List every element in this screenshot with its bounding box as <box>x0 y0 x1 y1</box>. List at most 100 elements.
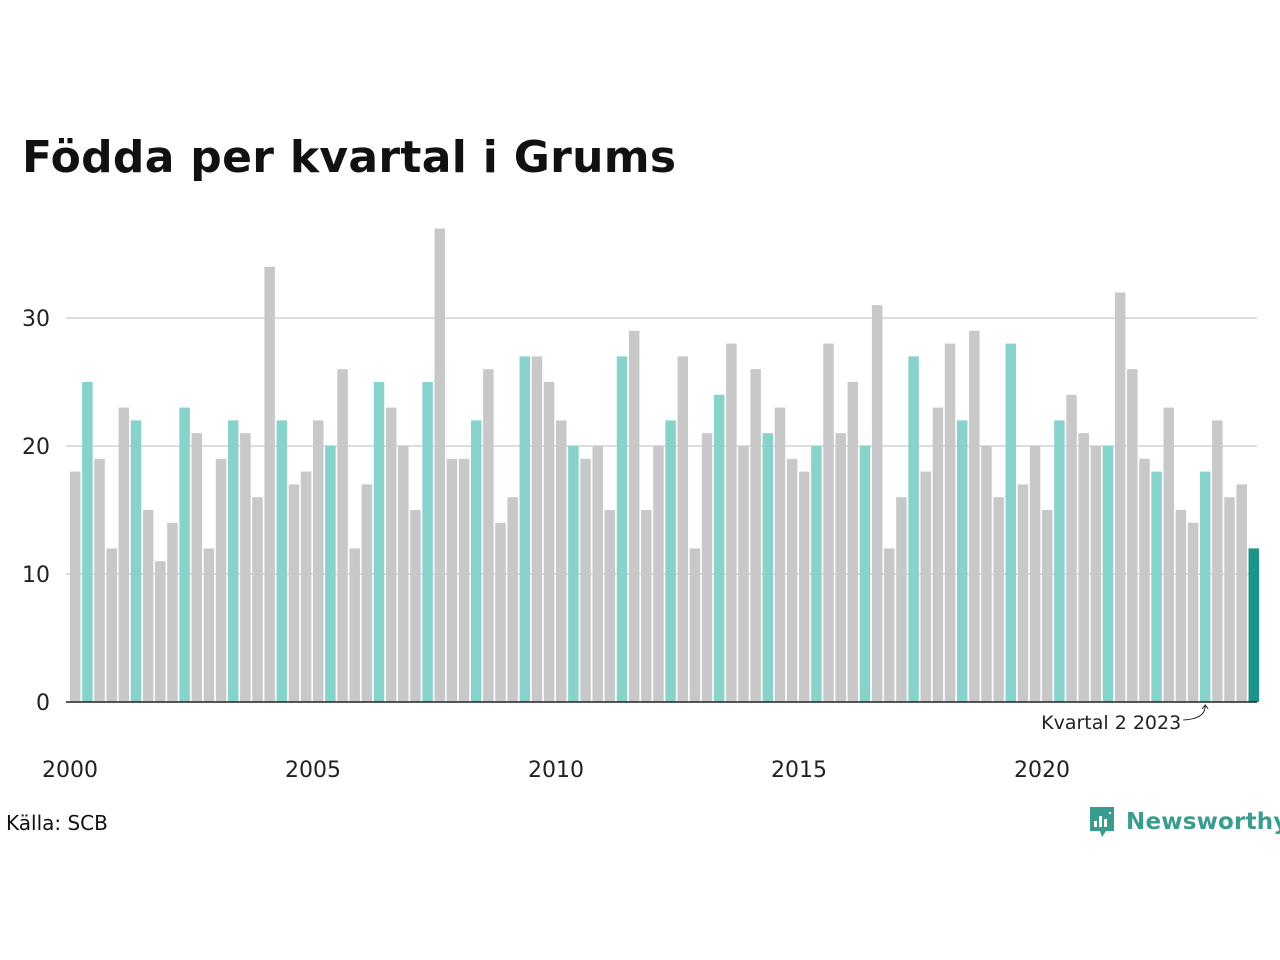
bar-2001-Q3 <box>142 510 154 702</box>
brand-logo: Newsworthy <box>1088 804 1280 840</box>
bar-2016-Q1 <box>847 382 859 702</box>
bar-2004-Q3 <box>288 484 300 702</box>
bar-2021-Q1 <box>1090 446 1102 702</box>
bar-2006-Q3 <box>385 407 397 702</box>
bar-2022-Q2 <box>1151 471 1162 702</box>
bar-2022-Q4 <box>1175 510 1187 702</box>
bar-2003-Q2 <box>227 420 239 702</box>
bar-2006-Q2 <box>373 382 385 702</box>
bar-2024-Q2 <box>1248 548 1260 702</box>
bar-2019-Q3 <box>1017 484 1029 702</box>
bar-2017-Q2 <box>908 356 919 702</box>
bar-2005-Q1 <box>313 420 324 702</box>
bar-2012-Q1 <box>653 446 664 702</box>
y-tick-label: 10 <box>22 563 50 588</box>
x-tick-label: 2010 <box>528 758 584 783</box>
brand-name: Newsworthy <box>1126 809 1280 835</box>
bar-2017-Q1 <box>896 497 907 702</box>
bar-2014-Q3 <box>774 407 786 702</box>
bar-2002-Q1 <box>167 522 178 702</box>
x-tick-label: 2015 <box>771 758 827 783</box>
bar-2004-Q2 <box>276 420 288 702</box>
y-axis-ticks: 0 10 20 30 <box>22 307 50 716</box>
bar-2007-Q2 <box>422 382 433 702</box>
bar-2005-Q3 <box>337 369 348 702</box>
bar-2021-Q4 <box>1127 369 1138 702</box>
bar-2020-Q4 <box>1078 433 1089 702</box>
bar-2013-Q2 <box>713 394 725 702</box>
bar-2011-Q3 <box>628 330 640 702</box>
x-tick-label: 2000 <box>42 758 98 783</box>
bar-2020-Q1 <box>1042 510 1053 702</box>
bar-2015-Q2 <box>811 446 822 702</box>
bar-2012-Q2 <box>665 420 676 702</box>
annotation-label: Kvartal 2 2023 <box>1041 712 1181 734</box>
bar-2006-Q4 <box>398 446 409 702</box>
bar-2009-Q2 <box>519 356 531 702</box>
bar-2013-Q4 <box>738 446 749 702</box>
bar-2002-Q3 <box>191 433 202 702</box>
source-label: Källa: SCB <box>6 811 108 835</box>
bar-2008-Q3 <box>483 369 494 702</box>
bar-2014-Q1 <box>750 369 761 702</box>
bar-2014-Q4 <box>786 458 798 702</box>
x-tick-label: 2020 <box>1014 758 1070 783</box>
bar-2007-Q1 <box>410 510 421 702</box>
bar-2000-Q2 <box>82 382 93 702</box>
bar-2008-Q1 <box>458 458 470 702</box>
x-axis-ticks: 2000 2005 2010 2015 2020 <box>42 758 1070 783</box>
bar-2000-Q3 <box>94 458 105 702</box>
bar-2004-Q4 <box>300 471 312 702</box>
bar-2009-Q4 <box>543 382 555 702</box>
bar-2017-Q4 <box>932 407 944 702</box>
bar-2002-Q4 <box>203 548 215 702</box>
bar-2003-Q3 <box>240 433 251 702</box>
newsworthy-logo-icon <box>1090 807 1114 837</box>
annotation-arrow <box>1183 704 1209 721</box>
bar-chart: 0 10 20 30 2000 2005 2010 2015 2020 Kvartal 2 2… <box>22 228 1260 783</box>
bar-2020-Q2 <box>1054 420 1065 702</box>
bar-2011-Q1 <box>604 510 616 702</box>
bar-2012-Q3 <box>677 356 688 702</box>
bar-2014-Q2 <box>762 433 774 702</box>
bar-2016-Q3 <box>871 305 883 702</box>
bar-2008-Q2 <box>470 420 482 702</box>
bar-2018-Q3 <box>969 330 980 702</box>
bar-2016-Q4 <box>884 548 895 702</box>
bar-2005-Q2 <box>325 446 336 702</box>
bar-2023-Q4 <box>1224 497 1235 702</box>
bar-2009-Q3 <box>531 356 543 702</box>
bar-2009-Q1 <box>507 497 518 702</box>
bar-2003-Q4 <box>252 497 263 702</box>
bar-2022-Q1 <box>1139 458 1150 702</box>
bar-2018-Q2 <box>956 420 968 702</box>
bar-2019-Q4 <box>1029 446 1041 702</box>
bar-2010-Q4 <box>592 446 603 702</box>
bar-2008-Q4 <box>495 522 506 702</box>
bar-2015-Q4 <box>835 433 846 702</box>
bar-2024-Q1 <box>1236 484 1247 702</box>
bar-2006-Q1 <box>361 484 373 702</box>
bar-2023-Q2 <box>1199 471 1211 702</box>
bar-2005-Q4 <box>349 548 360 702</box>
y-tick-label: 20 <box>22 435 50 460</box>
annotation: Kvartal 2 2023 <box>1041 704 1209 734</box>
bar-2018-Q4 <box>981 446 992 702</box>
bar-2018-Q1 <box>944 343 956 702</box>
bar-2010-Q3 <box>580 458 591 702</box>
bar-2001-Q4 <box>155 561 166 702</box>
y-tick-label: 30 <box>22 307 50 332</box>
bar-2007-Q4 <box>446 458 458 702</box>
bar-2013-Q3 <box>726 343 737 702</box>
bar-2015-Q1 <box>799 471 810 702</box>
bar-2011-Q4 <box>641 510 652 702</box>
bar-2017-Q3 <box>920 471 931 702</box>
x-tick-label: 2005 <box>285 758 341 783</box>
bar-2013-Q1 <box>701 433 713 702</box>
bar-2003-Q1 <box>215 458 227 702</box>
bar-2000-Q1 <box>70 471 81 702</box>
bar-2023-Q1 <box>1187 522 1199 702</box>
bar-2021-Q3 <box>1114 292 1126 702</box>
bar-2002-Q2 <box>179 407 190 702</box>
y-tick-label: 0 <box>36 691 50 716</box>
